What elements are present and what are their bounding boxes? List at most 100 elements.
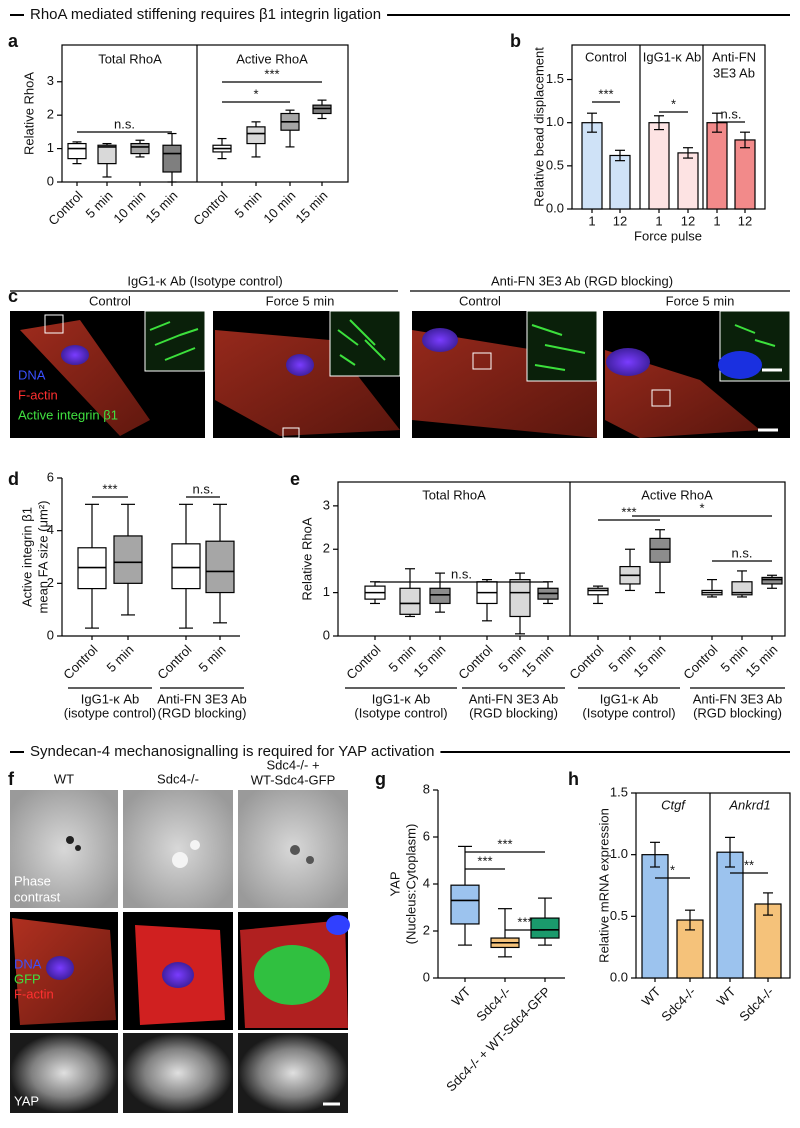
group-caption: (RGD blocking) [158,705,247,720]
column-label: Force 5 min [266,293,335,308]
panel-letter: h [568,769,579,789]
y-axis-label: Relative RhoA [299,517,314,600]
x-tick-label: 15 min [292,188,330,226]
group-caption: (RGD blocking) [469,705,558,720]
group-caption: IgG1-κ Ab [81,691,140,706]
row-label: GFP [14,971,41,986]
group-label: 3E3 Ab [713,65,755,80]
cell [605,350,760,438]
x-tick-label: Control [60,642,100,682]
x-tick-label: Control [680,642,720,682]
x-tick-label: 12 [738,213,752,228]
granule [190,840,200,850]
x-tick-label: 12 [681,213,695,228]
inset-signal [531,324,586,371]
row-label: DNA [14,956,42,971]
significance-label: * [699,500,704,515]
y-tick-label: 0.5 [610,908,628,923]
micrograph [123,790,233,908]
micrograph [10,790,118,908]
nucleus [606,348,650,376]
roi [472,352,492,370]
inset-signal [734,324,776,347]
significance-label: *** [497,836,512,851]
y-tick-label: 6 [423,828,430,843]
x-tick-label: Control [566,642,606,682]
y-tick-label: 0 [47,173,54,188]
box [731,581,753,596]
y-tick-label: 0 [323,627,330,642]
x-tick-label: Control [455,642,495,682]
x-tick-label: Control [190,188,230,228]
granule [172,852,188,868]
nucleus [162,962,194,988]
y-tick-label: 1.0 [546,114,564,129]
box [649,537,671,563]
column-label: Control [89,293,131,308]
box [162,144,182,173]
y-axis-label: Relative RhoA [21,72,36,155]
micrograph [10,1033,118,1113]
group-label: IgG1-κ Ab [643,49,702,64]
x-tick-label: 10 min [260,188,298,226]
group-label: Control [585,49,627,64]
column-label: Sdc4-/- + [266,757,319,772]
x-axis-label: Force pulse [634,228,702,243]
y-tick-label: 4 [423,875,430,890]
box [429,587,451,605]
box [509,579,531,618]
significance-label: n.s. [451,566,472,581]
x-tick-label: 1 [713,213,720,228]
x-tick-label: 15 min [142,188,180,226]
y-tick-label: 2 [47,107,54,122]
legend-dna: DNA [18,367,46,382]
y-tick-label: 3 [323,497,330,512]
column-label: Control [459,293,501,308]
group-caption: IgG1-κ Ab [600,691,659,706]
group-label: Active RhoA [236,51,308,66]
row-label: Phase [14,873,51,888]
box [399,587,421,615]
y-axis-label: (Nucleus:Cytoplasm) [403,824,418,945]
group-caption: (isotype control) [64,705,156,720]
x-tick-label: 5 min [103,642,136,675]
micrograph [123,1033,233,1113]
x-tick-label: 12 [613,213,627,228]
x-tick-label: Sdc4-/- [736,984,776,1024]
y-tick-label: 8 [423,781,430,796]
roi [651,389,671,407]
group-label: Total RhoA [422,487,486,502]
panel-c: IgG1-κ Ab (Isotype control) Anti-FN 3E3 … [10,273,791,439]
nucleus [286,354,314,376]
y-tick-label: 0.0 [610,969,628,984]
box [761,576,783,585]
granule [75,845,81,851]
significance-label: n.s. [721,106,742,121]
significance-label: *** [517,914,532,929]
y-tick-label: 2 [323,541,330,556]
y-tick-label: 0 [47,627,54,642]
significance-label: n.s. [114,116,135,131]
x-tick-label: Control [343,642,383,682]
nucleus [422,328,458,352]
nucleus [326,915,350,935]
group-caption: (RGD blocking) [693,705,782,720]
box [67,142,87,160]
panel-letter: b [510,31,521,51]
inset-signal [337,319,386,366]
legend-integrin: Active integrin β1 [18,407,118,422]
significance-label: n.s. [732,545,753,560]
inset [329,310,401,377]
box [246,126,266,145]
row-label: contrast [14,889,61,904]
panel-letter: f [8,769,15,789]
nucleus [61,345,89,365]
box [312,104,332,115]
x-tick-label: WT [714,984,739,1009]
section-heading: RhoA mediated stiffening requires β1 int… [30,6,381,23]
y-tick-label: 1.5 [546,71,564,86]
roi [282,427,300,439]
y-tick-label: 6 [47,469,54,484]
y-axis-label: Relative bead displacement [531,47,546,207]
